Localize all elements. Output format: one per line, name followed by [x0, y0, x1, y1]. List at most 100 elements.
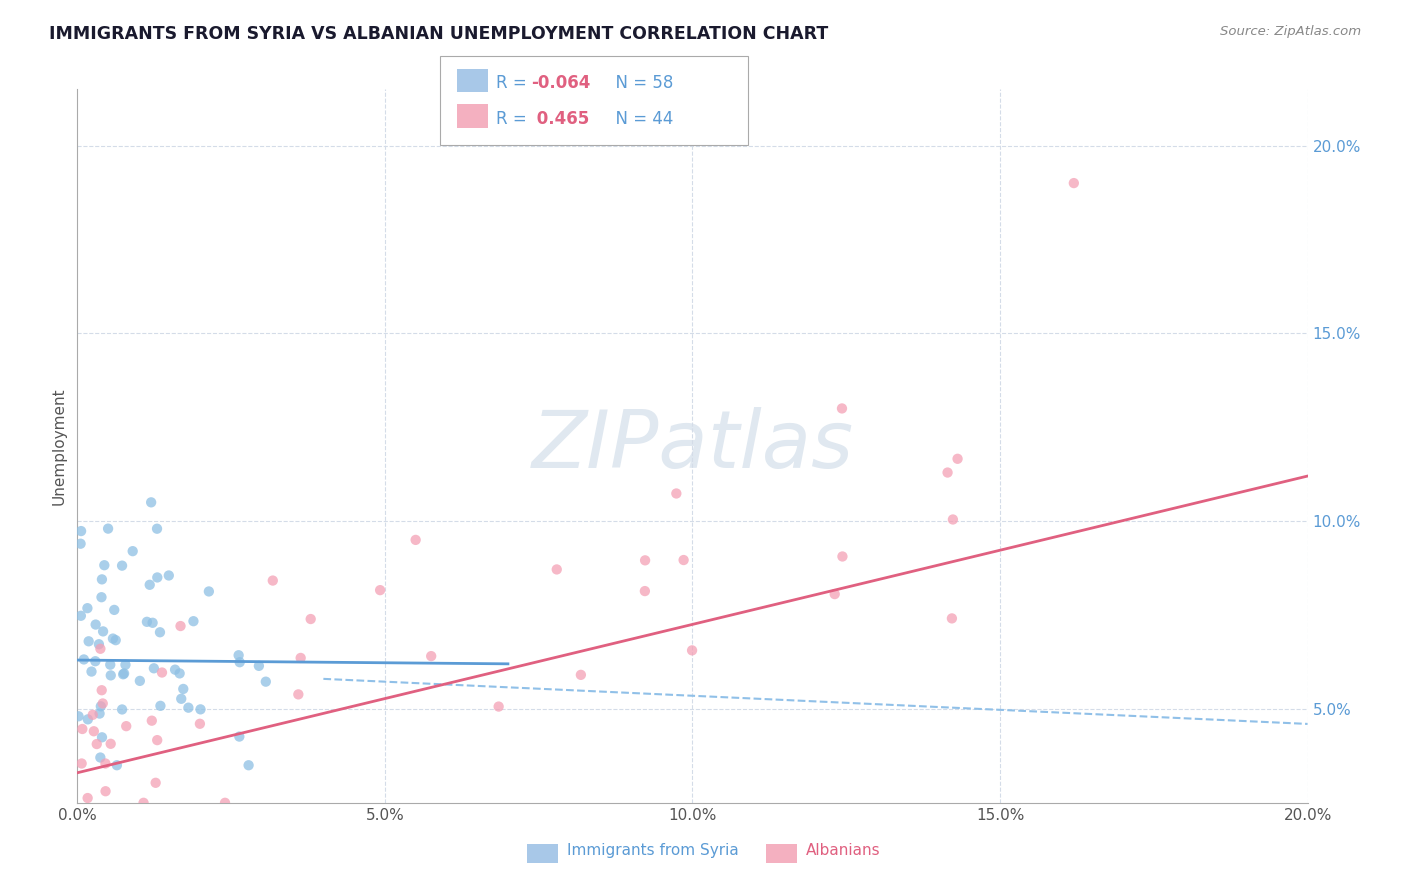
Point	[183, 614, 205, 628]
Point	[172, 681, 194, 696]
Point	[665, 486, 688, 500]
Point	[634, 584, 657, 599]
Text: Albanians: Albanians	[806, 843, 880, 857]
Point	[150, 665, 173, 680]
Point	[254, 674, 277, 689]
Point	[90, 591, 112, 605]
Point	[111, 702, 134, 716]
Point	[146, 733, 169, 747]
Point	[170, 691, 193, 706]
Point	[141, 495, 163, 509]
Point	[146, 522, 169, 536]
Point	[103, 603, 125, 617]
Point	[681, 643, 703, 657]
Point	[70, 524, 93, 538]
Point	[198, 584, 221, 599]
Point	[936, 466, 959, 480]
Point	[238, 758, 260, 772]
Point	[941, 611, 963, 625]
Text: ZIPatlas: ZIPatlas	[531, 407, 853, 485]
Point	[101, 632, 124, 646]
Point	[89, 750, 111, 764]
Point	[1063, 176, 1085, 190]
Point	[76, 791, 98, 805]
Point	[114, 657, 136, 672]
Point	[70, 608, 93, 623]
Point	[112, 667, 135, 681]
Point	[165, 663, 187, 677]
Point	[90, 699, 112, 714]
Point	[82, 707, 104, 722]
Point	[262, 574, 284, 588]
Point	[87, 637, 110, 651]
Point	[90, 573, 112, 587]
Point	[73, 652, 96, 666]
Point	[91, 624, 114, 639]
Point	[368, 583, 391, 598]
Point	[84, 617, 107, 632]
Point	[177, 700, 200, 714]
Point	[287, 687, 309, 701]
Y-axis label: Unemployment: Unemployment	[51, 387, 66, 505]
Point	[76, 712, 98, 726]
Point	[942, 512, 965, 526]
Point	[69, 537, 91, 551]
Point	[488, 699, 510, 714]
Point	[188, 716, 211, 731]
Point	[142, 661, 165, 675]
Point	[135, 615, 157, 629]
Text: R =: R =	[496, 74, 533, 92]
Point	[569, 668, 592, 682]
Point	[546, 562, 568, 576]
Point	[94, 756, 117, 771]
Point	[142, 615, 165, 630]
Point	[112, 666, 135, 681]
Point	[157, 568, 180, 582]
Point	[89, 706, 111, 721]
Point	[831, 401, 853, 416]
Point	[100, 668, 122, 682]
Point	[91, 731, 114, 745]
Point	[946, 451, 969, 466]
Text: IMMIGRANTS FROM SYRIA VS ALBANIAN UNEMPLOYMENT CORRELATION CHART: IMMIGRANTS FROM SYRIA VS ALBANIAN UNEMPL…	[49, 25, 828, 43]
Point	[97, 522, 120, 536]
Point	[299, 612, 322, 626]
Point	[121, 544, 143, 558]
Point	[247, 658, 270, 673]
Point	[98, 657, 121, 672]
Point	[91, 697, 114, 711]
Point	[105, 758, 128, 772]
Point	[77, 634, 100, 648]
Point	[132, 796, 155, 810]
Text: -0.064: -0.064	[531, 74, 591, 92]
Point	[100, 737, 122, 751]
Point	[228, 648, 250, 663]
Point	[76, 601, 98, 615]
Point	[80, 665, 103, 679]
Point	[169, 666, 191, 681]
Point	[214, 796, 236, 810]
Point	[405, 533, 427, 547]
Point	[83, 724, 105, 739]
Point	[420, 649, 443, 664]
Point	[94, 784, 117, 798]
Point	[145, 776, 167, 790]
Point	[634, 553, 657, 567]
Text: Immigrants from Syria: Immigrants from Syria	[567, 843, 738, 857]
Point	[672, 553, 695, 567]
Point	[190, 702, 212, 716]
Point	[104, 633, 127, 648]
Text: N = 44: N = 44	[605, 110, 673, 128]
Point	[149, 698, 172, 713]
Point	[169, 619, 191, 633]
Point	[93, 558, 115, 573]
Point	[67, 709, 90, 723]
Point	[90, 683, 112, 698]
Point	[824, 587, 846, 601]
Point	[128, 673, 150, 688]
Point	[111, 558, 134, 573]
Point	[86, 737, 108, 751]
Point	[84, 654, 107, 668]
Point	[228, 730, 250, 744]
Point	[89, 641, 111, 656]
